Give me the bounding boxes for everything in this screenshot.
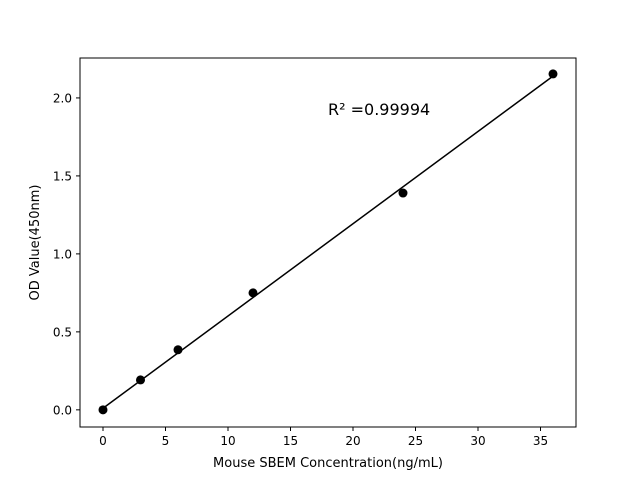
x-tick-label: 30: [470, 434, 485, 448]
x-tick-label: 0: [99, 434, 107, 448]
r-squared-annotation: R² =0.99994: [328, 100, 430, 119]
plot-frame: [79, 57, 577, 428]
y-tick-label: 1.0: [53, 247, 72, 261]
data-point: [173, 345, 183, 355]
data-point: [398, 188, 408, 198]
data-point: [98, 405, 108, 415]
x-axis-label: Mouse SBEM Concentration(ng/mL): [213, 456, 443, 471]
x-tick-label: 5: [162, 434, 170, 448]
x-tick-label: 20: [345, 434, 360, 448]
x-tick-label: 15: [283, 434, 298, 448]
data-point: [248, 288, 258, 298]
y-tick-label: 1.5: [53, 169, 72, 183]
data-point: [548, 69, 558, 79]
x-tick-label: 10: [220, 434, 235, 448]
data-point: [136, 375, 145, 385]
x-tick-label: 25: [408, 434, 423, 448]
y-tick-label: 0.5: [53, 325, 72, 339]
x-tick-label: 35: [533, 434, 548, 448]
fit-line: [102, 75, 554, 409]
y-tick-label: 2.0: [53, 91, 72, 105]
y-axis-label: OD Value(450nm): [28, 185, 43, 301]
y-tick-label: 0.0: [53, 403, 72, 417]
